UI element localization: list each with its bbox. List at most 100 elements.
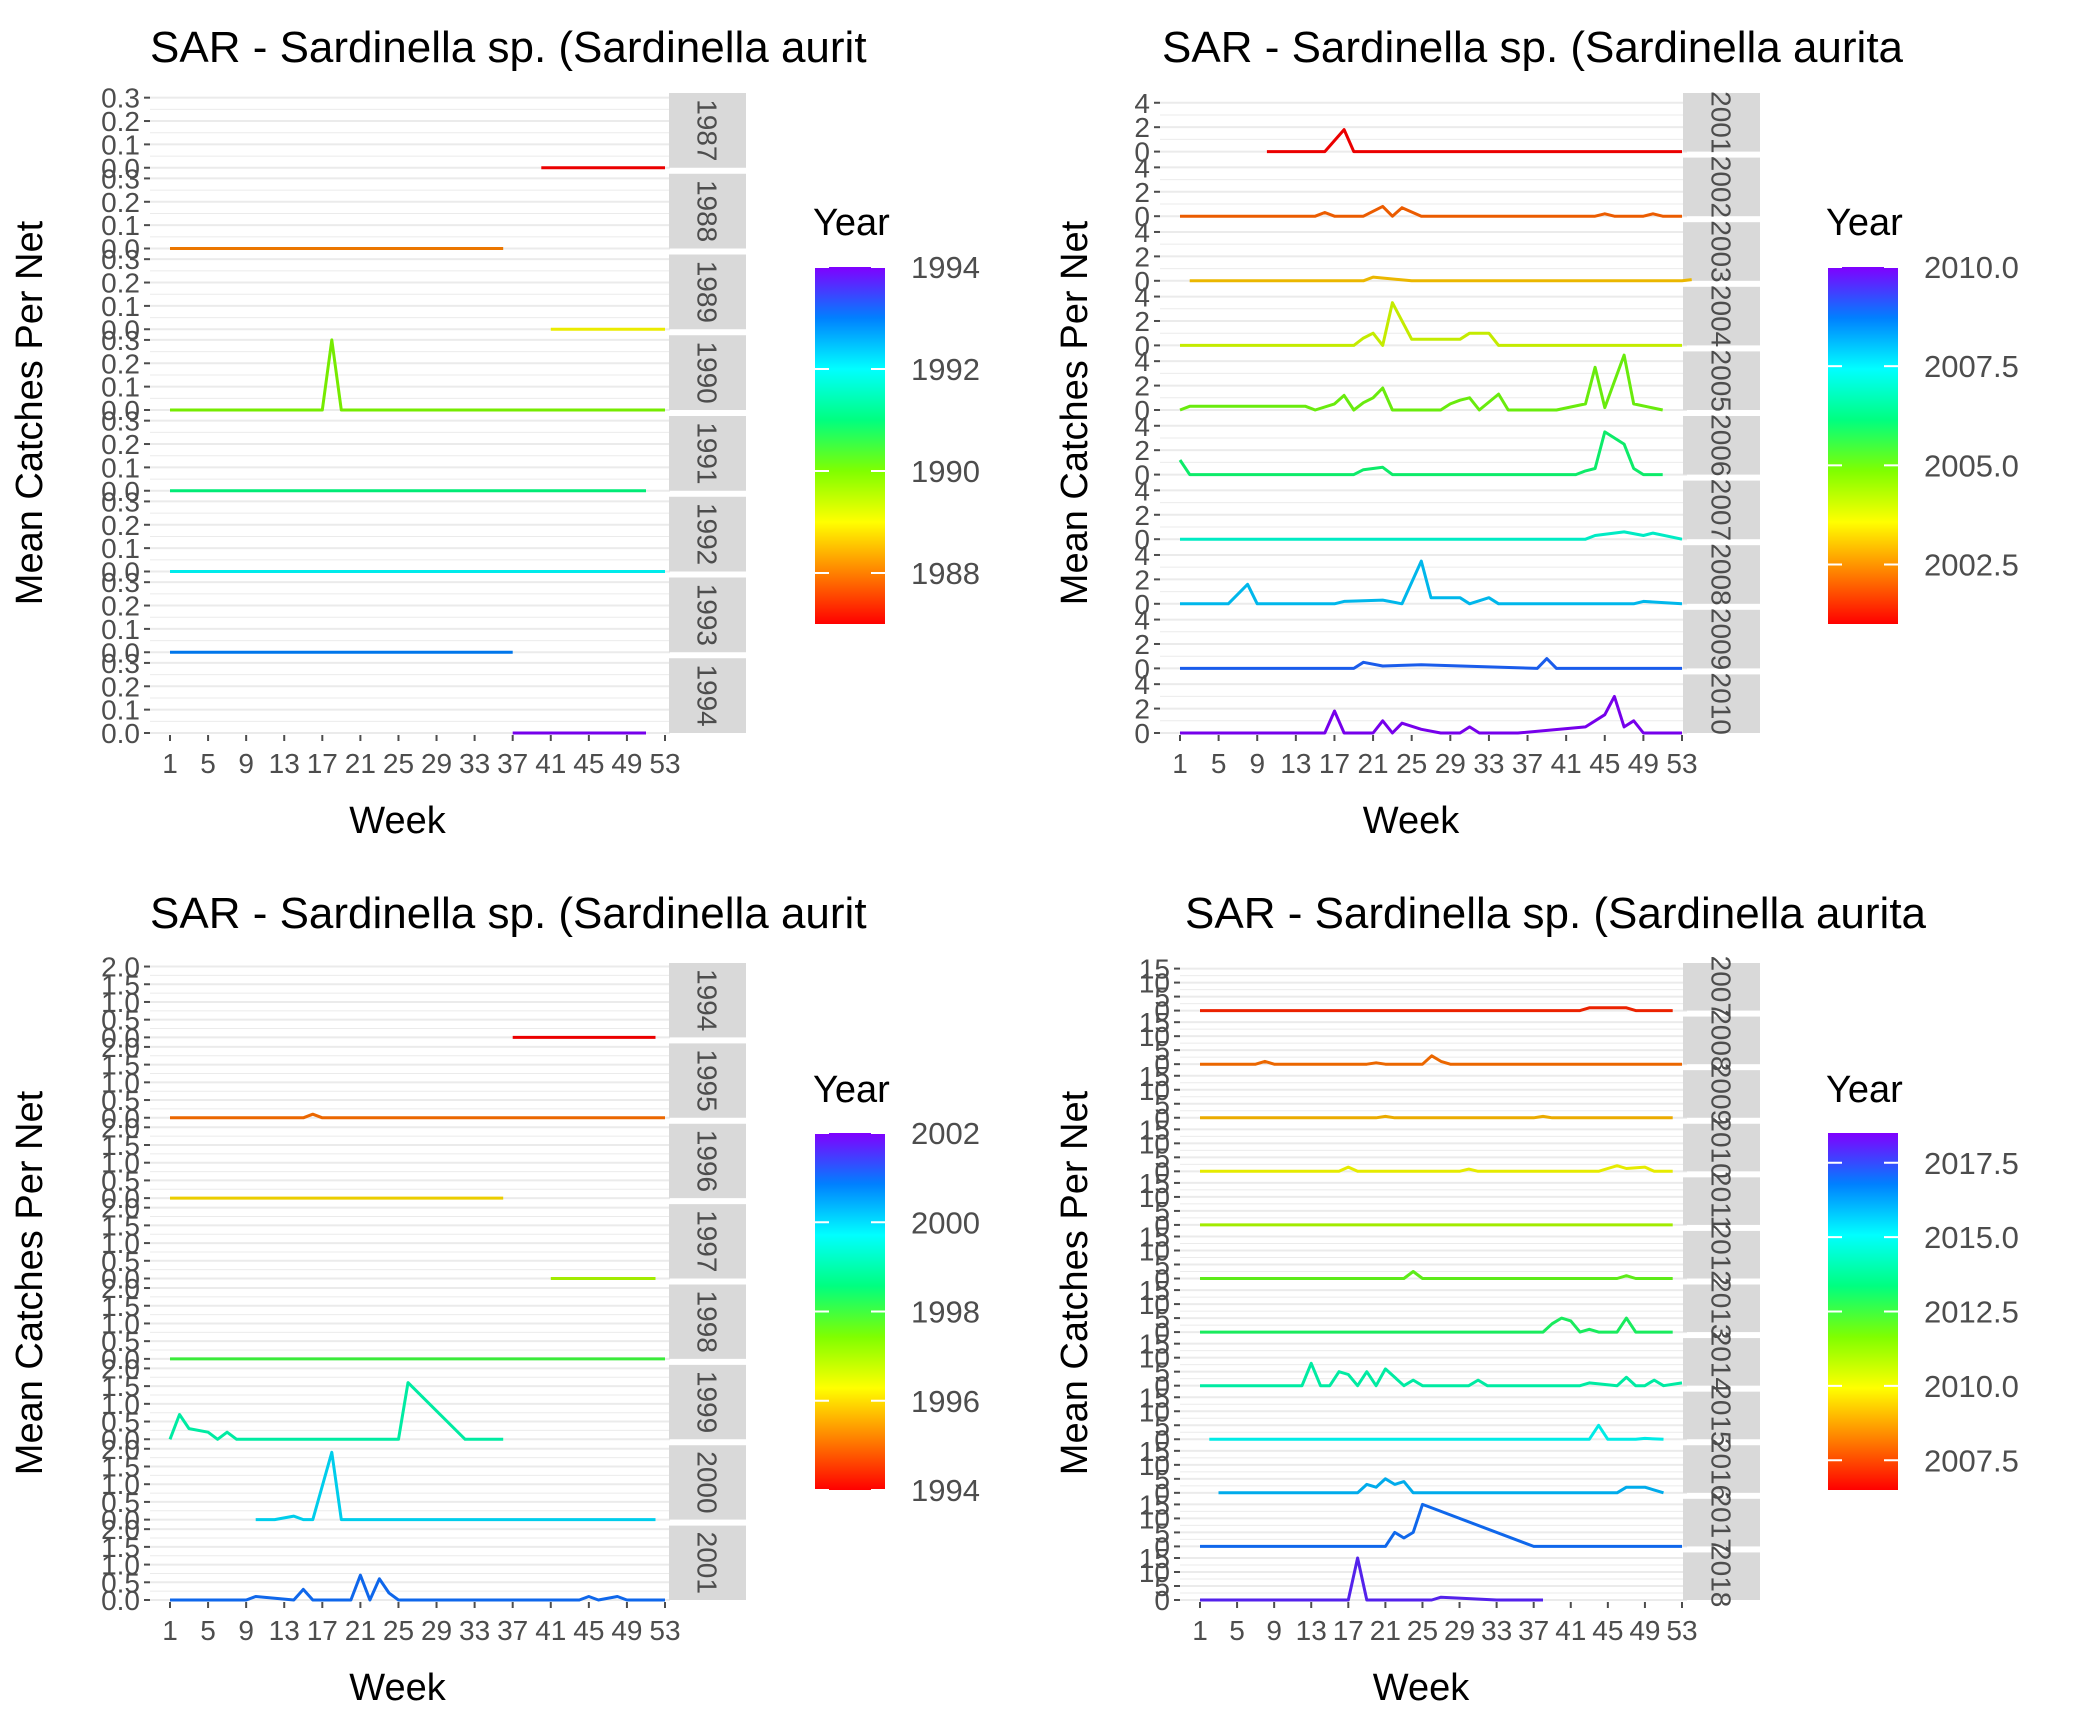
x-axis-label: Week — [349, 1667, 446, 1709]
y-tick-label: 1.0 — [101, 1228, 140, 1259]
y-tick-label: 0 — [1154, 1156, 1170, 1187]
y-tick-label: 0.0 — [101, 1344, 140, 1375]
series-line-2017 — [1200, 1502, 1682, 1548]
series-line-2012 — [1200, 1270, 1673, 1280]
legend-label: 2002 — [911, 1116, 980, 1151]
y-tick-label: 4 — [1134, 152, 1150, 183]
facet-1992: 0.00.10.20.3 1992 — [101, 486, 746, 588]
legend-colorbar — [815, 267, 885, 624]
y-tick-label: 4 — [1134, 475, 1150, 506]
y-axis-label: Mean Catches Per Net — [1054, 1090, 1096, 1475]
legend-title: Year — [1826, 1069, 1903, 1111]
facet-strip-label: 2000 — [692, 1451, 723, 1513]
y-tick-label: 1.0 — [101, 1550, 140, 1581]
x-tick-label: 25 — [1407, 1615, 1438, 1646]
facet-strip — [669, 496, 746, 572]
y-tick-label: 0.5 — [101, 1326, 140, 1357]
x-axis-label: Week — [1363, 800, 1460, 842]
facet-2002: 024 2002 — [1134, 152, 1760, 232]
y-tick-label: 15 — [1139, 1007, 1170, 1038]
y-tick-label: 1.0 — [101, 1308, 140, 1339]
y-tick-label: 5 — [1154, 1357, 1170, 1388]
facet-2001: 0.00.51.01.52.0 2001 — [101, 1514, 746, 1616]
x-tick-label: 9 — [238, 1615, 254, 1646]
series-line-2014 — [1200, 1361, 1683, 1388]
facet-2000: 0.00.51.01.52.0 2000 — [101, 1434, 746, 1536]
x-tick-label: 25 — [383, 1615, 414, 1646]
chart-title: SAR - Sardinella sp. (Sardinella aurita — [1185, 889, 1927, 938]
legend-label: 2007.5 — [1924, 349, 2019, 384]
y-tick-label: 0 — [1134, 330, 1150, 361]
y-tick-label: 0.0 — [101, 557, 140, 588]
y-tick-label: 0.0 — [101, 1103, 140, 1134]
facet-2008: 024 2008 — [1134, 540, 1760, 620]
facet-strip — [1683, 1177, 1760, 1225]
y-tick-label: 0 — [1134, 589, 1150, 620]
x-tick-label: 13 — [269, 748, 300, 779]
x-tick-label: 53 — [649, 1615, 680, 1646]
y-tick-label: 0 — [1154, 1424, 1170, 1455]
legend-label: 2017.5 — [1924, 1146, 2019, 1181]
y-tick-label: 0.1 — [101, 210, 140, 241]
legend-label: 2002.5 — [1924, 548, 2019, 583]
series-line-2008 — [1200, 1054, 1682, 1066]
y-tick-label: 4 — [1134, 605, 1150, 636]
y-tick-label: 2 — [1134, 112, 1150, 143]
x-tick-label: 1 — [162, 1615, 178, 1646]
facet-strip-label: 1997 — [692, 1210, 723, 1272]
series-line-2006 — [1178, 430, 1663, 477]
y-tick-label: 0.3 — [101, 163, 140, 194]
y-tick-label: 0.5 — [101, 1567, 140, 1598]
facet-strip-label: 2014 — [1706, 1331, 1737, 1393]
legend-label: 2005.0 — [1924, 448, 2019, 483]
y-tick-label: 15 — [1139, 1168, 1170, 1199]
facet-strip-label: 2011 — [1706, 1171, 1737, 1231]
facet-strip-label: 1989 — [692, 261, 723, 323]
facet-2009: 024 2009 — [1134, 605, 1760, 684]
x-tick-label: 25 — [1396, 748, 1427, 779]
facet-1994: 0.00.51.01.52.0 1994 — [101, 952, 746, 1053]
facet-strip-label: 1988 — [692, 180, 723, 242]
y-tick-label: 5 — [1154, 1035, 1170, 1066]
legend-label: 2015.0 — [1924, 1220, 2019, 1255]
facet-strip — [669, 173, 746, 249]
facet-strip — [1683, 609, 1760, 669]
y-tick-label: 1.0 — [101, 1389, 140, 1420]
x-tick-label: 33 — [459, 1615, 490, 1646]
x-tick-label: 33 — [1481, 1615, 1512, 1646]
facet-strip-label: 2002 — [1706, 156, 1737, 218]
facet-strip-label: 1999 — [692, 1371, 723, 1433]
legend-title: Year — [813, 202, 890, 244]
y-tick-label: 1.5 — [101, 969, 140, 1000]
facet-strip — [669, 1364, 746, 1440]
x-tick-label: 45 — [573, 1615, 604, 1646]
y-tick-label: 2.0 — [101, 1273, 140, 1304]
series-line-2002 — [1180, 204, 1682, 218]
y-tick-label: 0.1 — [101, 452, 140, 483]
facet-2003: 024 2003 — [1134, 217, 1760, 297]
y-tick-label: 1.5 — [101, 1291, 140, 1322]
x-tick-label: 45 — [573, 748, 604, 779]
legend-label: 1992 — [911, 352, 980, 387]
facet-strip — [1683, 1230, 1760, 1279]
y-tick-label: 10 — [1139, 1343, 1170, 1374]
chart-panel-top-left: SAR - Sardinella sp. (Sardinella aurit Me… — [9, 23, 980, 842]
x-tick-label: 25 — [383, 748, 414, 779]
y-tick-label: 15 — [1139, 1382, 1170, 1413]
facet-1995: 0.00.51.01.52.0 1995 — [101, 1032, 746, 1134]
x-tick-label: 29 — [421, 1615, 452, 1646]
y-tick-label: 0 — [1134, 266, 1150, 297]
y-tick-label: 15 — [1139, 1489, 1170, 1520]
y-tick-label: 5 — [1154, 1410, 1170, 1441]
y-tick-label: 4 — [1134, 88, 1150, 119]
y-tick-label: 0.2 — [101, 268, 140, 299]
facet-strip-label: 2012 — [1706, 1224, 1737, 1286]
x-tick-label: 53 — [649, 748, 680, 779]
facet-strip — [669, 1445, 746, 1520]
facet-strip — [669, 577, 746, 653]
y-tick-label: 5 — [1154, 1250, 1170, 1281]
y-tick-label: 0.3 — [101, 486, 140, 517]
